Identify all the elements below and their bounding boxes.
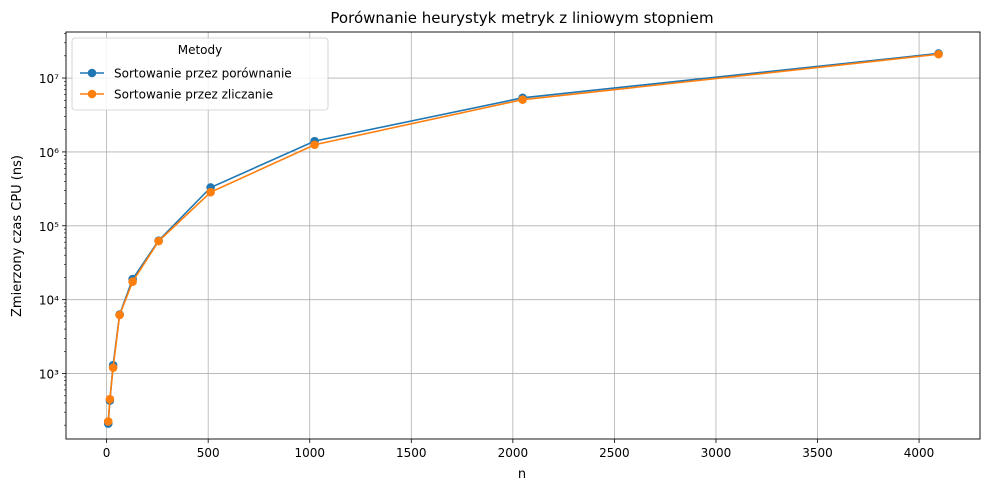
series-layer xyxy=(103,49,943,428)
legend-box xyxy=(71,37,329,111)
x-axis-label: n xyxy=(518,467,526,482)
series-2-point xyxy=(108,363,118,372)
x-tick-label: 3000 xyxy=(701,446,732,460)
x-tick-label: 2500 xyxy=(599,446,630,460)
series-line-2 xyxy=(107,53,939,422)
series-2-point xyxy=(103,417,113,426)
x-tick-label: 3500 xyxy=(802,446,833,460)
x-tick-label: 1500 xyxy=(396,446,427,460)
series-2-point xyxy=(154,236,163,246)
series-2-point xyxy=(105,394,115,404)
x-tick-label: 0 xyxy=(103,446,111,460)
grid xyxy=(66,32,980,439)
y-tick-label: 10⁷ xyxy=(39,72,59,86)
legend-swatch-marker xyxy=(87,68,97,78)
y-tick-label: 10⁴ xyxy=(39,294,59,308)
legend: Metody Sortowanie przez porównanie Sortowa… xyxy=(71,37,329,111)
series-2-point xyxy=(128,277,137,287)
series-2-point xyxy=(518,95,527,104)
y-axis-label: Zmierzony czas CPU (ns) xyxy=(10,155,25,317)
series-2-point xyxy=(115,310,124,320)
chart-title: Porównanie heurystyk metryk z liniowym s… xyxy=(330,9,713,27)
x-tick-label: 2000 xyxy=(498,446,529,460)
x-tick-label: 1000 xyxy=(294,446,325,460)
x-tick-label: 4000 xyxy=(904,446,935,460)
y-tick-label: 10³ xyxy=(39,368,59,382)
axes: 0 500 1000 1500 2000 2500 3000 3500 4000 10³ 10⁴ 10… xyxy=(39,33,935,460)
x-tick-label: 500 xyxy=(197,446,220,460)
series-2-point xyxy=(206,187,215,197)
y-tick-label: 10⁵ xyxy=(39,220,59,234)
legend-title: Metody xyxy=(178,43,223,57)
y-tick-label: 10⁶ xyxy=(39,146,59,160)
legend-swatch-marker xyxy=(87,89,97,99)
plot-frame xyxy=(65,31,981,440)
legend-entry-label: Sortowanie przez zliczanie xyxy=(114,88,273,102)
legend-entry-label: Sortowanie przez porównanie xyxy=(114,67,292,81)
series-2-point xyxy=(310,140,319,150)
series-2-point xyxy=(934,49,943,59)
